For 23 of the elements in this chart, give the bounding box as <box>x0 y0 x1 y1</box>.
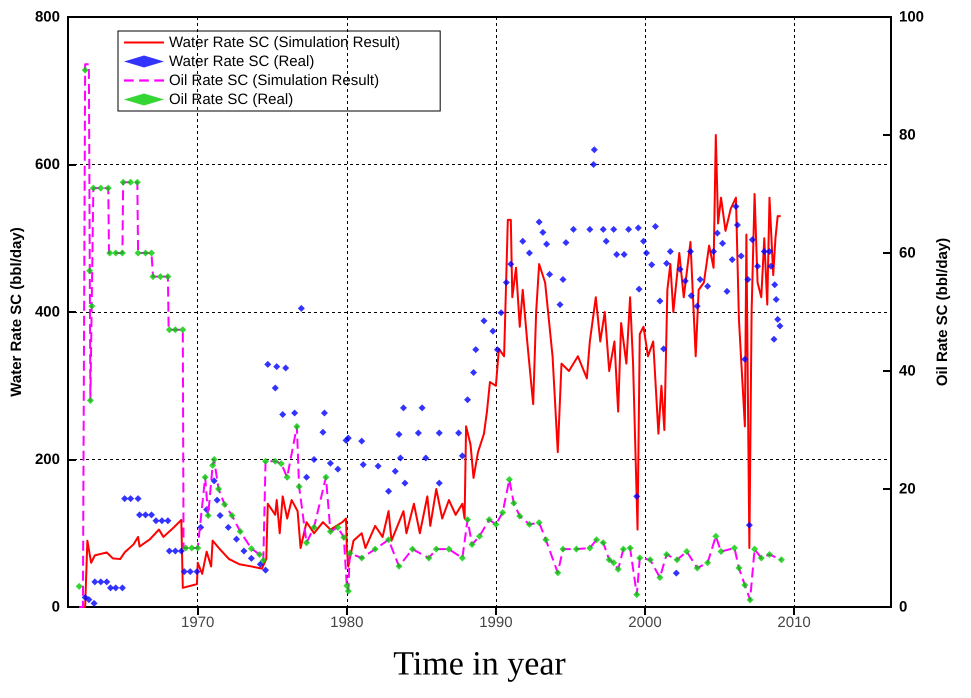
x-tick-label: 1980 <box>330 614 364 631</box>
x-tick-label: 2010 <box>777 614 811 631</box>
y2-tick-label: 0 <box>899 598 908 616</box>
y2-tick-label: 20 <box>899 480 916 498</box>
legend-label: Oil Rate SC (Real) <box>169 91 294 108</box>
y2-tick-label: 100 <box>899 8 924 26</box>
y-axis-title: Water Rate SC (bbl/day) <box>8 227 26 397</box>
legend-label: Water Rate SC (Simulation Result) <box>169 34 400 51</box>
y-tick-label: 800 <box>34 8 60 26</box>
legend-label: Water Rate SC (Real) <box>169 53 314 70</box>
y2-tick-label: 60 <box>899 244 916 262</box>
y-tick-label: 400 <box>34 304 60 320</box>
y-tick-label: 600 <box>34 156 60 173</box>
y2-tick-label: 40 <box>899 362 916 380</box>
legend-label: Oil Rate SC (Simulation Result) <box>169 72 380 89</box>
y-tick-label: 200 <box>34 451 60 468</box>
y-tick-label: 0 <box>52 598 60 616</box>
y2-tick-label: 80 <box>899 126 916 144</box>
x-tick-label: 1970 <box>181 614 214 631</box>
x-tick-label: 1990 <box>479 614 513 631</box>
x-axis-title: Time in year <box>393 646 566 682</box>
x-tick-label: 2000 <box>628 614 662 631</box>
y2-axis-title: Oil Rate SC (bbl/day) <box>934 238 951 386</box>
